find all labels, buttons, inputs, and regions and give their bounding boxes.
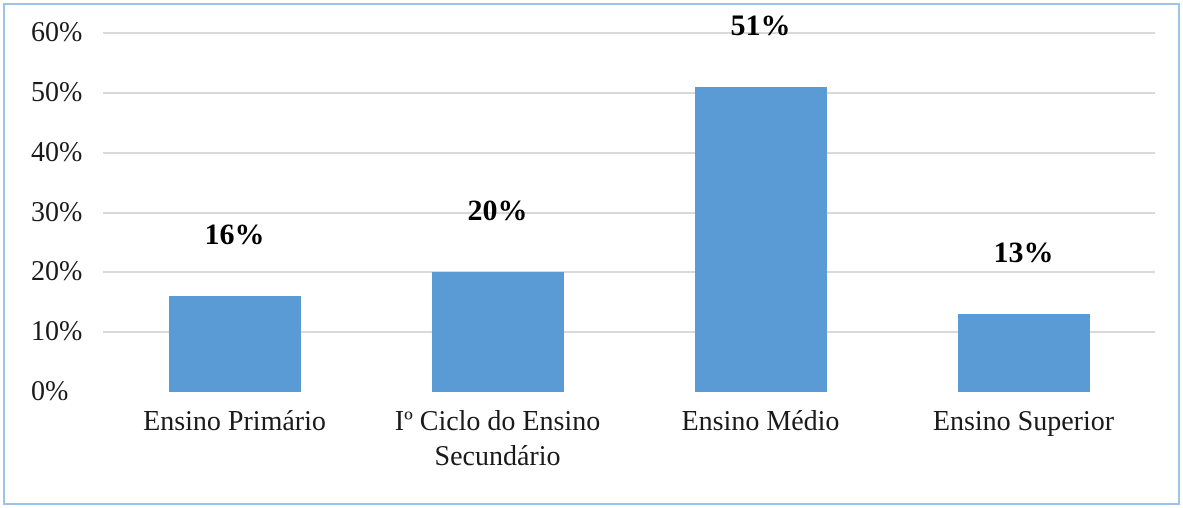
ytick-label-30%: 30%: [31, 196, 83, 228]
gridline-40%: [103, 151, 1155, 154]
gridline-60%: [103, 32, 1155, 34]
bar-3: [957, 314, 1090, 392]
data-label-3: 13%: [993, 236, 1054, 270]
gridline-20%: [103, 271, 1155, 274]
ytick-label-20%: 20%: [31, 256, 83, 288]
data-label-2: 51%: [730, 8, 791, 42]
ytick-label-10%: 10%: [31, 316, 83, 348]
gridline-10%: [103, 331, 1155, 334]
bar-0: [168, 296, 301, 392]
gridline-50%: [103, 91, 1155, 94]
category-label-3: Ensino Superior: [932, 406, 1115, 437]
gridline-30%: [103, 211, 1155, 214]
ytick-label-0%: 0%: [31, 376, 69, 407]
category-label-1: Iº Ciclo do Ensino Secundário: [394, 406, 601, 472]
data-label-1: 20%: [467, 194, 528, 228]
category-label-0: Ensino Primário: [143, 406, 326, 437]
ytick-label-50%: 50%: [31, 76, 83, 108]
data-label-0: 16%: [204, 218, 265, 252]
bar-1: [431, 272, 564, 392]
bar-2: [694, 86, 827, 392]
ytick-label-60%: 60%: [31, 17, 83, 48]
category-label-2: Ensino Médio: [681, 406, 840, 437]
ytick-label-40%: 40%: [31, 136, 83, 168]
